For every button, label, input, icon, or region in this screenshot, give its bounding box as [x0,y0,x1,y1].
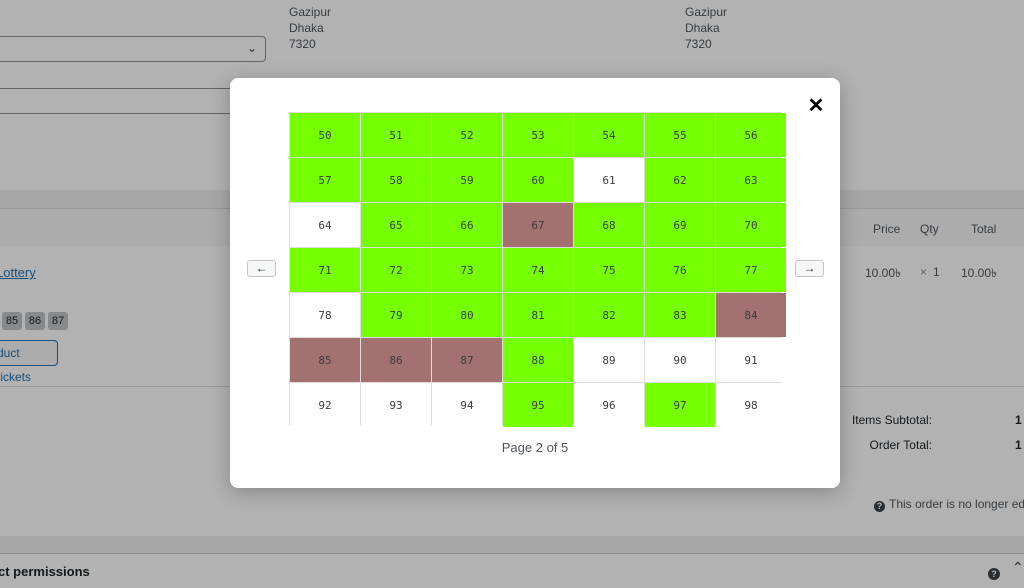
shipping-address-line: Gazipur [685,5,728,19]
ticket-cell[interactable]: 91 [716,338,786,382]
ticket-cell[interactable]: 58 [361,158,431,202]
ticket-cell[interactable]: 50 [290,113,360,157]
ticket-cell[interactable]: 70 [716,203,786,247]
ticket-cell[interactable]: 57 [290,158,360,202]
permissions-title: ct permissions [0,564,90,579]
ticket-picker-modal: ✕ ← → 50 51 52 53 54 55 56 57 58 59 60 61 62 63 64 65 66… [230,78,840,488]
ticket-cell[interactable]: 55 [645,113,715,157]
ticket-cell[interactable]: 51 [361,113,431,157]
ticket-cell[interactable]: 62 [645,158,715,202]
ticket-cell[interactable]: 75 [574,248,644,292]
ticket-cell[interactable]: 56 [716,113,786,157]
ticket-chip: 87 [48,312,68,330]
ticket-cell[interactable]: 73 [432,248,502,292]
qty-column-header: Qty [920,222,939,236]
ticket-cell[interactable]: 83 [645,293,715,337]
billing-address-line: Dhaka [289,21,324,35]
shipping-address-line: 7320 [685,37,712,51]
total-column-header: Total [971,222,997,236]
question-circle-icon: ? [988,568,1000,580]
ticket-chip: 85 [2,312,22,330]
qty-times-sign: × [920,265,928,279]
ticket-cell[interactable]: 93 [361,383,431,427]
shipping-address-line: Dhaka [685,21,720,35]
ticket-cell[interactable]: 71 [290,248,360,292]
ticket-cell[interactable]: 78 [290,293,360,337]
ticket-cell[interactable]: 63 [716,158,786,202]
ticket-cell[interactable]: 72 [361,248,431,292]
ticket-cell[interactable]: 80 [432,293,502,337]
notice-text: This order is no longer edit [889,497,1024,511]
page-indicator: Page 2 of 5 [501,440,569,455]
ticket-cell[interactable]: 69 [645,203,715,247]
ticket-cell[interactable]: 84 [716,293,786,337]
ticket-cell[interactable]: 74 [503,248,573,292]
ticket-cell[interactable]: 61 [574,158,644,202]
ticket-cell[interactable]: 92 [290,383,360,427]
ticket-cell[interactable]: 81 [503,293,573,337]
shipping-address: Gazipur Dhaka 7320 [685,5,727,52]
permissions-metabox-header[interactable]: ct permissions ? ⌃ [0,553,1024,588]
ticket-cell[interactable]: 79 [361,293,431,337]
ticket-cell[interactable]: 60 [503,158,573,202]
ticket-cell[interactable]: 64 [290,203,360,247]
ticket-cell[interactable]: 67 [503,203,573,247]
ticket-cell[interactable]: 98 [716,383,786,427]
order-total-value: 1 [1015,438,1022,452]
ticket-cell[interactable]: 85 [290,338,360,382]
items-subtotal-label: Items Subtotal: [851,413,932,427]
chevron-down-icon: ⌄ [246,41,257,55]
ticket-grid: 50 51 52 53 54 55 56 57 58 59 60 61 62 63 64 65 66 67 68 69… [289,112,786,427]
ticket-cell[interactable]: 90 [645,338,715,382]
ticket-cell[interactable]: 76 [645,248,715,292]
ticket-cell[interactable]: 68 [574,203,644,247]
ticket-cell[interactable]: 66 [432,203,502,247]
previous-page-button[interactable]: ← [247,260,276,277]
price-column-header: Price [873,222,901,236]
ticket-cell[interactable]: 94 [432,383,502,427]
line-item-total: 10.00৳ [961,266,998,280]
ticket-cell[interactable]: 97 [645,383,715,427]
order-total-label: Order Total: [869,438,932,452]
chevron-up-icon[interactable]: ⌃ [1012,559,1024,575]
ticket-cell[interactable]: 88 [503,338,573,382]
ticket-cell[interactable]: 54 [574,113,644,157]
ticket-cell[interactable]: 87 [432,338,502,382]
next-page-button[interactable]: → [795,260,824,277]
question-circle-icon: ? [874,501,885,512]
close-icon[interactable]: ✕ [807,95,825,117]
items-subtotal-value: 1 [1015,413,1022,427]
product-tickets-button[interactable]: duct tickets [0,340,58,384]
ticket-cell[interactable]: 59 [432,158,502,202]
ticket-chip: 86 [25,312,45,330]
ticket-cell[interactable]: 96 [574,383,644,427]
customer-select[interactable]: ⌄ [0,36,266,62]
ticket-cell[interactable]: 82 [574,293,644,337]
product-link[interactable]: Lottery [0,265,36,280]
billing-address: Gazipur Dhaka 7320 [289,5,331,52]
line-item-qty: 1 [933,265,940,279]
ticket-cell[interactable]: 86 [361,338,431,382]
ticket-cell[interactable]: 95 [503,383,573,427]
ticket-cell[interactable]: 77 [716,248,786,292]
not-editable-notice: ? This order is no longer edit [874,497,1024,512]
billing-address-line: Gazipur [289,5,332,19]
ticket-cell[interactable]: 53 [503,113,573,157]
ticket-cell[interactable]: 89 [574,338,644,382]
help-button[interactable]: ? [988,564,1004,580]
billing-address-line: 7320 [289,37,316,51]
line-item-price: 10.00৳ [865,266,902,280]
ticket-cell[interactable]: 52 [432,113,502,157]
ticket-cell[interactable]: 65 [361,203,431,247]
